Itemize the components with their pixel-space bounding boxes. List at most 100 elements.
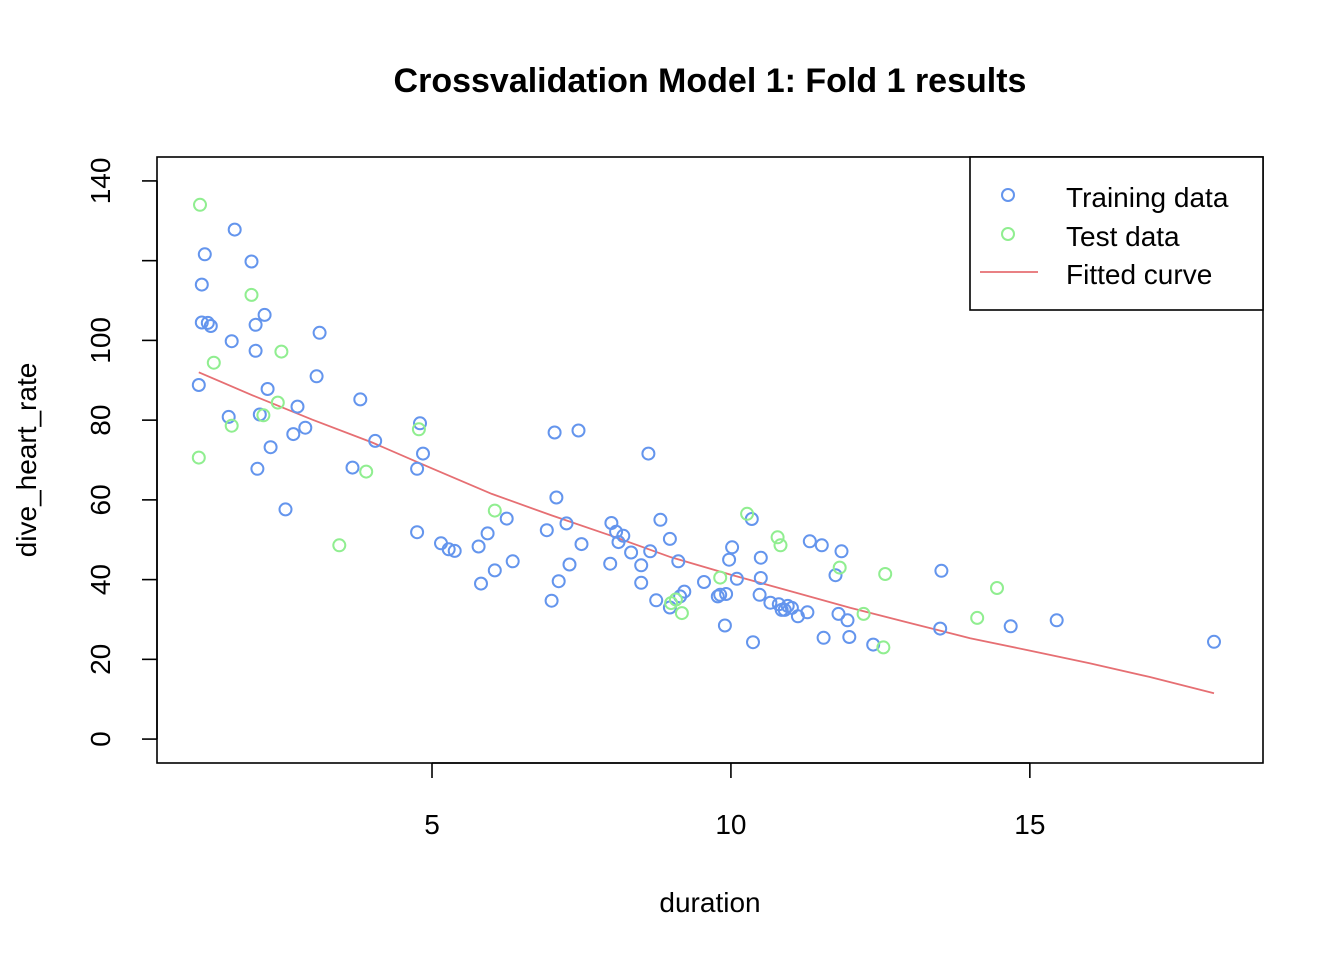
training-data-point — [609, 524, 624, 539]
test-data-point — [274, 344, 289, 359]
training-data-point — [551, 574, 566, 589]
y-tick-label: 60 — [85, 484, 116, 515]
training-data-point — [260, 382, 275, 396]
test-data-point — [876, 640, 891, 655]
training-data-point — [227, 222, 242, 237]
training-data-point — [634, 575, 649, 590]
fitted-curve-line — [198, 371, 1215, 695]
training-data-point — [547, 425, 562, 440]
training-data-point — [746, 635, 760, 650]
test-data-point — [332, 538, 347, 553]
training-data-point — [1003, 619, 1018, 634]
training-data-point — [191, 378, 206, 392]
training-data-point — [802, 534, 817, 549]
test-data-point — [970, 610, 985, 625]
training-data-point — [725, 540, 740, 555]
training-data-point — [571, 423, 586, 438]
training-data-point — [831, 606, 846, 621]
training-data-point — [413, 416, 427, 431]
y-tick-label: 20 — [85, 644, 116, 675]
training-data-point — [574, 537, 589, 552]
training-data-point — [816, 630, 831, 645]
training-data-point — [719, 587, 734, 601]
y-axis: 0 20 40 60 80 100 140 — [85, 158, 158, 747]
training-data-point — [263, 440, 278, 455]
legend-marker-test — [1001, 227, 1015, 241]
test-data-point — [878, 567, 893, 581]
training-data-point — [710, 589, 725, 604]
legend-marker-training — [1001, 188, 1015, 202]
training-data-point — [248, 317, 263, 332]
x-axis-title: duration — [659, 887, 760, 918]
legend-label-test: Test data — [1066, 221, 1180, 252]
test-data-point — [244, 287, 259, 302]
test-data-point — [411, 422, 426, 437]
training-data-point — [194, 315, 209, 330]
training-data-point — [671, 554, 686, 569]
training-data-point — [200, 315, 215, 330]
training-data-point — [368, 433, 383, 448]
training-data-point — [722, 552, 737, 567]
test-data-point — [713, 570, 728, 585]
y-tick-label: 40 — [85, 564, 116, 595]
training-data-point — [753, 550, 768, 565]
test-data-point — [270, 395, 285, 410]
training-data-point — [1049, 613, 1064, 628]
test-data-point — [856, 606, 871, 621]
training-data-point — [677, 584, 692, 599]
training-data-point — [416, 446, 430, 461]
x-tick-label: 15 — [1014, 809, 1045, 840]
training-data-point — [834, 544, 849, 559]
y-tick-label: 0 — [85, 731, 116, 747]
training-data-point — [487, 563, 502, 578]
training-data-point — [499, 511, 514, 526]
test-data-point — [224, 418, 239, 433]
training-data-point — [697, 575, 711, 589]
training-data-point — [224, 334, 239, 349]
training-data-point — [286, 427, 301, 442]
training-data-point — [814, 538, 829, 553]
test-data-point — [256, 408, 271, 423]
training-data-point — [203, 319, 218, 333]
training-data-point — [616, 528, 631, 543]
training-data-point — [763, 595, 778, 610]
legend-label-training: Training data — [1066, 182, 1229, 213]
training-data-point — [562, 557, 577, 572]
training-data-point — [290, 399, 305, 414]
training-data-point — [345, 460, 360, 475]
test-data-point — [359, 464, 374, 479]
training-data-point — [624, 545, 639, 560]
chart-title: Crossvalidation Model 1: Fold 1 results — [394, 62, 1027, 100]
test-data-point — [773, 538, 788, 553]
training-data-point — [933, 621, 948, 636]
training-data-point — [549, 490, 564, 505]
training-data-point — [309, 369, 324, 384]
training-data-point — [410, 461, 425, 476]
test-data-point — [668, 592, 683, 607]
training-data-point — [713, 587, 728, 602]
y-tick-label: 140 — [85, 158, 116, 205]
training-data-point — [474, 576, 488, 591]
y-axis-title: dive_heart_rate — [11, 363, 42, 558]
y-tick-label: 80 — [85, 405, 116, 436]
training-data-point — [934, 563, 949, 578]
training-data-point — [250, 461, 265, 476]
training-data-point — [662, 531, 677, 546]
training-data-point — [643, 544, 658, 559]
training-data-point — [603, 556, 618, 571]
training-data-point — [544, 593, 559, 608]
test-data-point — [770, 530, 785, 545]
training-data-point — [197, 247, 212, 262]
training-data-point — [800, 605, 815, 620]
test-data-point — [487, 503, 502, 518]
training-data-point — [410, 525, 425, 540]
test-data-point — [191, 450, 206, 465]
y-tick-label: 100 — [85, 317, 116, 364]
test-data-point — [740, 506, 755, 521]
fitted-curve-layer — [198, 371, 1215, 695]
training-data-point — [471, 539, 486, 554]
training-data-point — [257, 307, 272, 322]
training-data-point — [298, 420, 313, 435]
training-data-point — [441, 542, 456, 557]
